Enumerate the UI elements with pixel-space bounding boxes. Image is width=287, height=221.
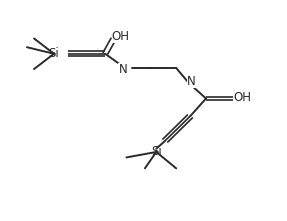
Text: N: N bbox=[118, 63, 127, 76]
Text: OH: OH bbox=[233, 91, 251, 104]
Text: N: N bbox=[187, 75, 196, 88]
Text: Si: Si bbox=[151, 145, 162, 158]
Text: OH: OH bbox=[112, 30, 130, 43]
Text: Si: Si bbox=[49, 47, 59, 60]
